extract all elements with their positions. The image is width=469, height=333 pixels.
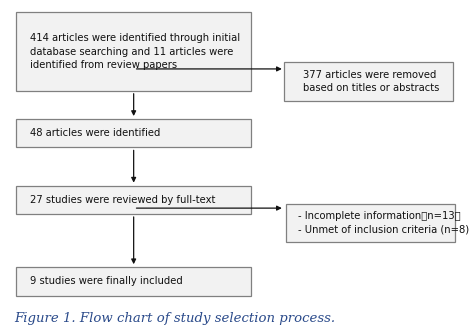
- Text: 414 articles were identified through initial
database searching and 11 articles : 414 articles were identified through ini…: [30, 33, 241, 70]
- FancyBboxPatch shape: [284, 63, 453, 101]
- Text: 9 studies were finally included: 9 studies were finally included: [30, 276, 183, 286]
- FancyBboxPatch shape: [16, 119, 251, 147]
- Text: 27 studies were reviewed by full-text: 27 studies were reviewed by full-text: [30, 195, 216, 205]
- Text: - Incomplete information（n=13）
- Unmet of inclusion criteria (n=8): - Incomplete information（n=13） - Unmet o…: [298, 211, 469, 235]
- Text: 377 articles were removed
based on titles or abstracts: 377 articles were removed based on title…: [303, 70, 439, 93]
- FancyBboxPatch shape: [16, 267, 251, 296]
- FancyBboxPatch shape: [16, 185, 251, 214]
- FancyBboxPatch shape: [286, 204, 455, 242]
- Text: 48 articles were identified: 48 articles were identified: [30, 128, 161, 138]
- Text: Figure 1. Flow chart of study selection process.: Figure 1. Flow chart of study selection …: [14, 312, 335, 325]
- FancyBboxPatch shape: [16, 13, 251, 91]
